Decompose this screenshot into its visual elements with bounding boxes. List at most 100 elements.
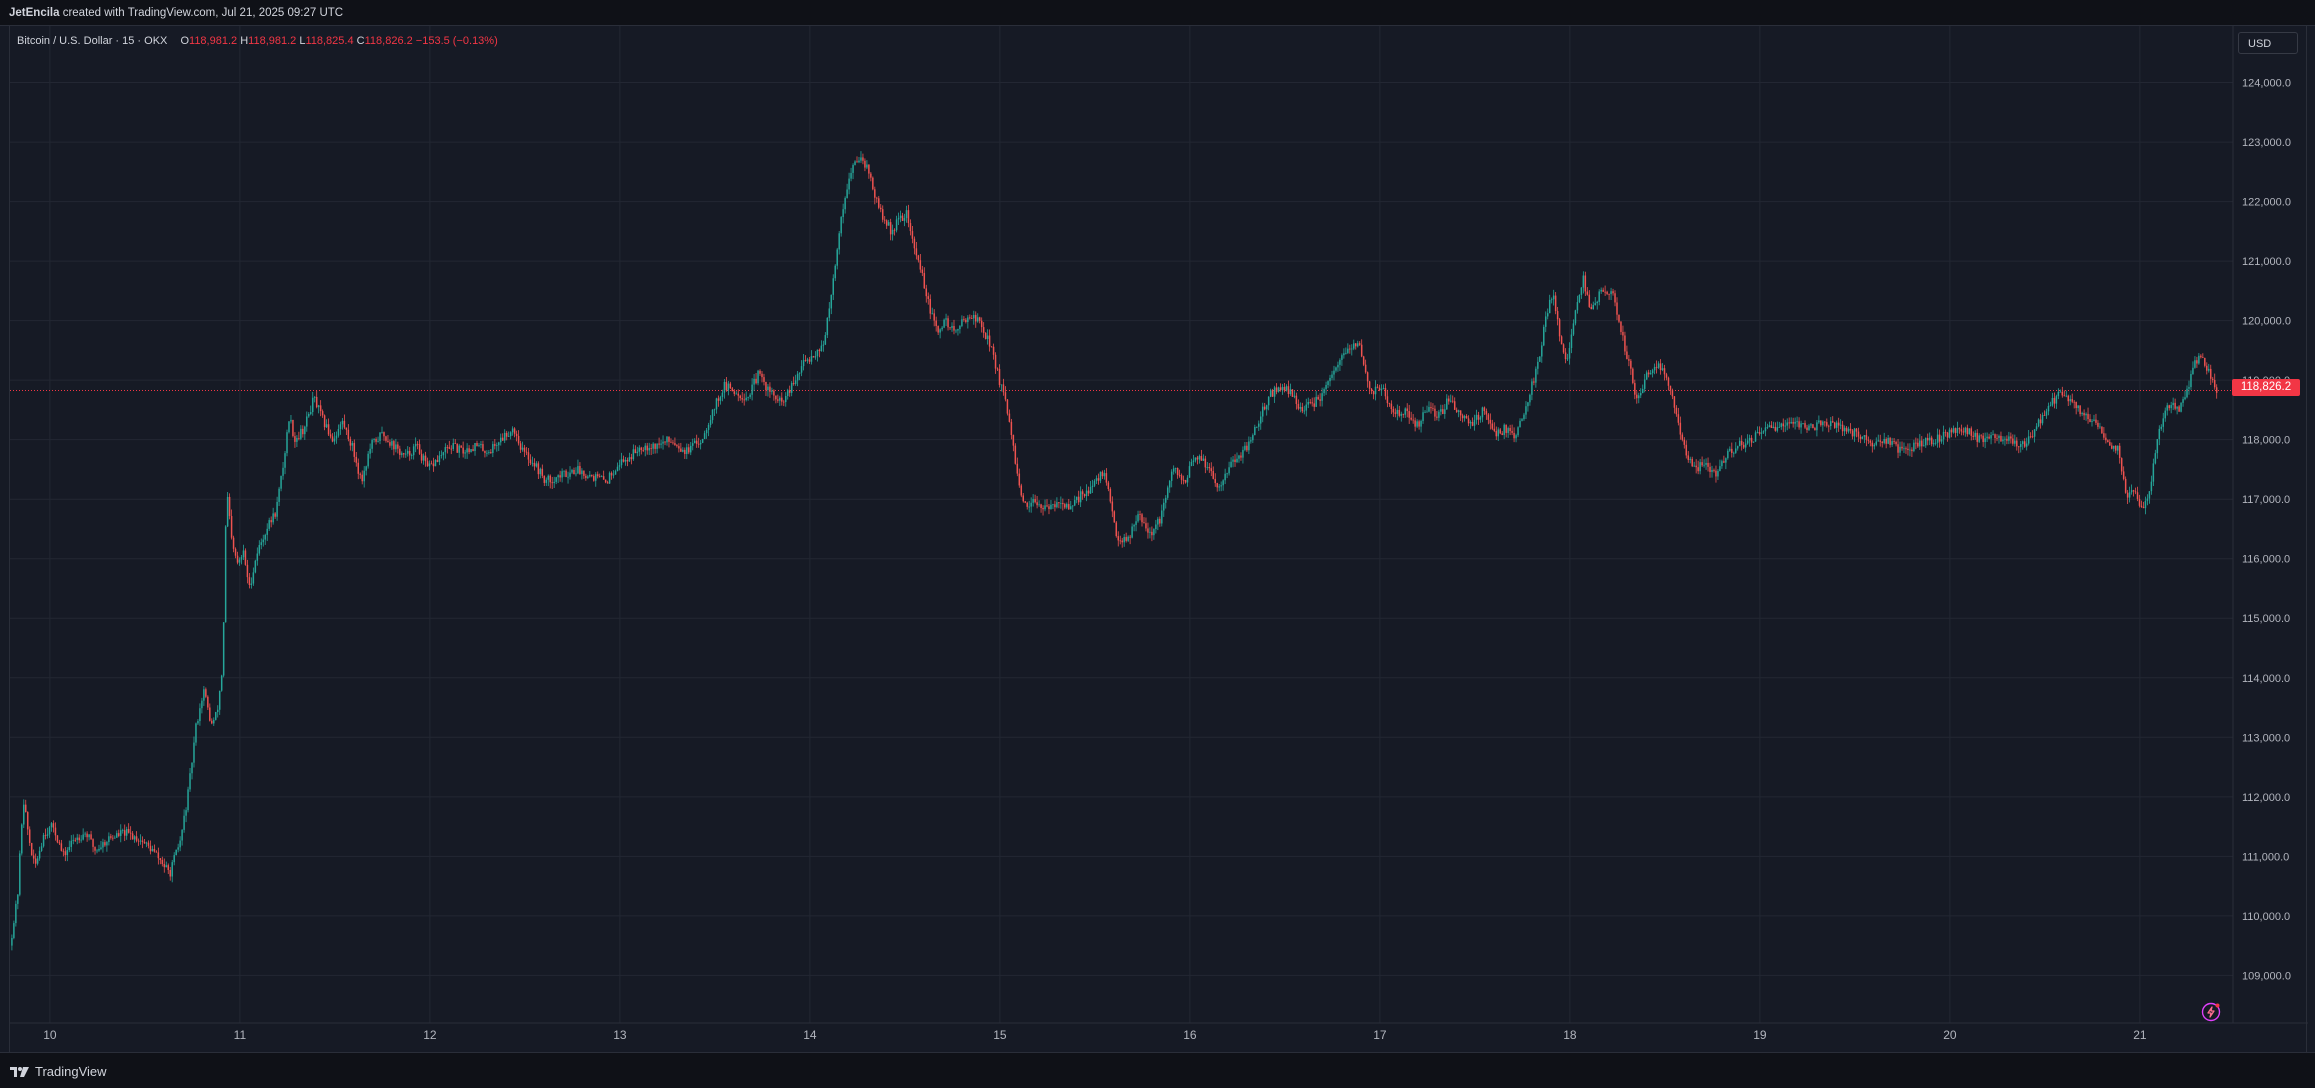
candle-body bbox=[1028, 506, 1030, 508]
candle-body bbox=[1341, 355, 1343, 360]
candle-body bbox=[1756, 432, 1759, 433]
candle-body bbox=[610, 472, 613, 476]
candle-body bbox=[1600, 289, 1602, 292]
candle-body bbox=[1360, 344, 1363, 357]
candle-body bbox=[500, 437, 502, 443]
candle-body bbox=[973, 314, 975, 319]
candle-body bbox=[1012, 434, 1015, 446]
candle-body bbox=[951, 326, 953, 328]
candle-body bbox=[608, 472, 611, 484]
candle-body bbox=[50, 823, 53, 828]
candle-body bbox=[1948, 429, 1951, 438]
candle-body bbox=[1640, 393, 1642, 396]
candle-body bbox=[1499, 429, 1501, 434]
candle-body bbox=[967, 317, 969, 323]
candle-body bbox=[1153, 529, 1155, 536]
candle-body bbox=[2091, 420, 2093, 422]
candle-body bbox=[446, 447, 449, 448]
candle-body bbox=[1226, 473, 1228, 475]
candle-body bbox=[476, 442, 478, 447]
candle-body bbox=[1641, 388, 1644, 394]
candle-body bbox=[509, 432, 512, 437]
candle-body bbox=[1000, 384, 1003, 386]
candle-body bbox=[1362, 356, 1365, 365]
candle-body bbox=[1161, 510, 1163, 524]
candle-body bbox=[1066, 504, 1068, 508]
candle-body bbox=[557, 475, 559, 478]
price-chart[interactable]: 109,000.0 110,000.0 111,000.0 112,000.0 113,… bbox=[10, 26, 2308, 1052]
candle-body bbox=[1261, 406, 1264, 417]
candle-body bbox=[1260, 416, 1262, 424]
candle-body bbox=[959, 325, 961, 330]
candle-body bbox=[1754, 432, 1757, 442]
candle-body bbox=[169, 869, 171, 877]
candle-body bbox=[25, 804, 27, 813]
candle-body bbox=[1133, 524, 1135, 527]
candle-body bbox=[1356, 343, 1359, 347]
lightning-bolt-icon[interactable] bbox=[2200, 1001, 2222, 1023]
x-axis[interactable]: 10 11 12 13 14 15 16 17 18 19 20 21 bbox=[43, 1028, 2147, 1042]
candle-body bbox=[1736, 446, 1739, 449]
candle-body bbox=[216, 709, 219, 713]
candle-body bbox=[688, 447, 690, 453]
candle-body bbox=[2101, 426, 2103, 434]
currency-button[interactable]: USD bbox=[2238, 32, 2298, 54]
tradingview-brand[interactable]: TradingView bbox=[10, 1064, 107, 1079]
candle-body bbox=[1546, 313, 1549, 317]
x-tick-label: 10 bbox=[43, 1028, 57, 1042]
candle-body bbox=[836, 249, 838, 266]
candle-body bbox=[460, 445, 462, 448]
candle-body bbox=[1683, 439, 1686, 445]
chart-header: JetEncila created with TradingView.com, … bbox=[0, 0, 2315, 26]
candle-body bbox=[1638, 395, 1640, 399]
candle-body bbox=[1485, 411, 1488, 415]
candle-body bbox=[2045, 411, 2048, 416]
y-axis[interactable]: 109,000.0 110,000.0 111,000.0 112,000.0 113,… bbox=[2242, 78, 2291, 983]
candle-body bbox=[600, 476, 603, 478]
candle-body bbox=[917, 255, 920, 261]
candle-body bbox=[670, 441, 672, 443]
candle-body bbox=[2124, 478, 2127, 493]
candle-body bbox=[2059, 391, 2062, 393]
candle-body bbox=[2079, 405, 2081, 415]
symbol-title[interactable]: Bitcoin / U.S. Dollar · 15 · OKX bbox=[17, 35, 168, 47]
candle-body bbox=[82, 834, 84, 840]
candle-body bbox=[458, 445, 460, 453]
candle-body bbox=[1388, 403, 1391, 404]
candle-body bbox=[1406, 408, 1408, 412]
candle-body bbox=[919, 260, 922, 270]
candle-body bbox=[2170, 405, 2172, 409]
candle-body bbox=[1653, 366, 1656, 371]
candle-body bbox=[1042, 507, 1044, 510]
candle-body bbox=[120, 830, 122, 836]
candle-body bbox=[137, 840, 140, 842]
candle-body bbox=[1473, 419, 1476, 426]
change-value: −153.5 (−0.13%) bbox=[415, 35, 498, 47]
chart-frame[interactable]: 109,000.0 110,000.0 111,000.0 112,000.0 113,… bbox=[9, 26, 2308, 1052]
candle-body bbox=[717, 398, 720, 401]
y-tick-label: 123,000.0 bbox=[2242, 137, 2291, 149]
candle-body bbox=[515, 433, 518, 436]
candle-body bbox=[691, 443, 694, 446]
candle-body bbox=[38, 850, 41, 859]
candle-body bbox=[2213, 379, 2216, 388]
candle-body bbox=[19, 853, 21, 895]
candle-body bbox=[1843, 427, 1846, 432]
candle-body bbox=[145, 842, 148, 844]
candle-body bbox=[1228, 467, 1230, 474]
candle-body bbox=[852, 164, 854, 173]
candle-body bbox=[1071, 505, 1074, 507]
candle-body bbox=[632, 449, 635, 460]
candle-body bbox=[1851, 430, 1854, 437]
candle-body bbox=[422, 455, 425, 461]
candle-body bbox=[969, 317, 971, 319]
candle-body bbox=[759, 370, 761, 374]
candle-body bbox=[1926, 437, 1929, 441]
candle-body bbox=[2000, 435, 2002, 442]
candle-body bbox=[1859, 436, 1862, 439]
candle-body bbox=[937, 325, 939, 333]
candle-body bbox=[1093, 480, 1096, 486]
candle-body bbox=[1044, 505, 1046, 510]
candle-body bbox=[1319, 399, 1321, 401]
candle-body bbox=[876, 197, 878, 199]
